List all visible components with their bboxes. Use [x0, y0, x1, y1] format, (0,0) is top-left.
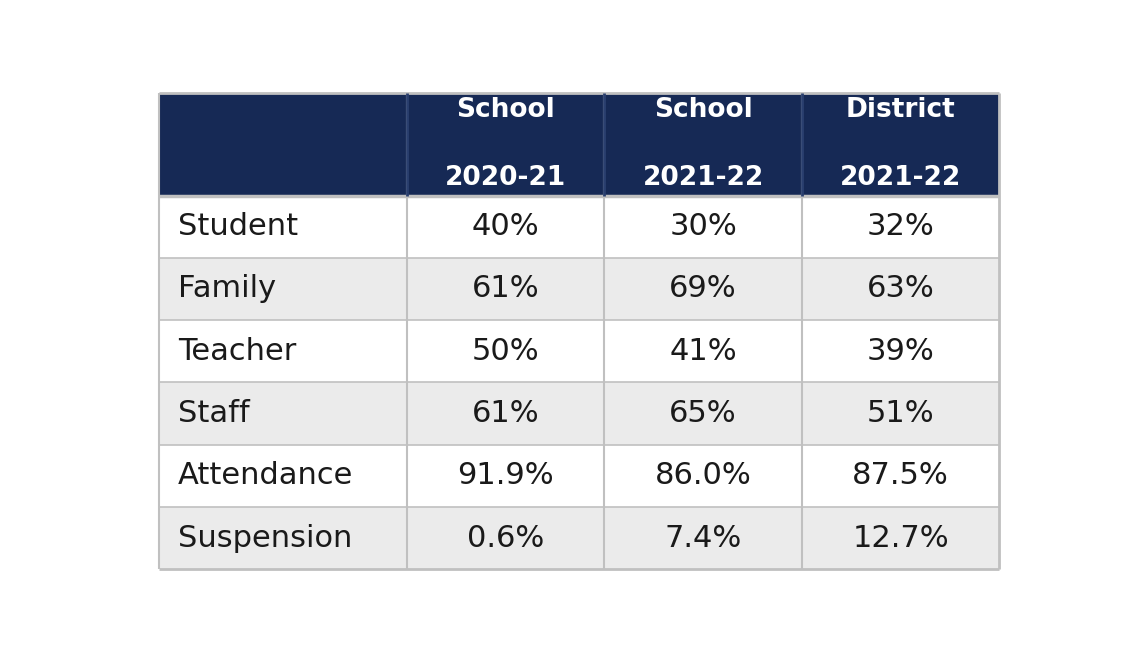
Text: Student: Student [179, 212, 298, 241]
Text: 12.7%: 12.7% [852, 523, 949, 553]
Text: 30%: 30% [669, 212, 737, 241]
Text: 91.9%: 91.9% [458, 462, 554, 490]
Text: 51%: 51% [867, 399, 935, 428]
Text: Suspension: Suspension [179, 523, 353, 553]
Text: 61%: 61% [471, 275, 539, 303]
Text: 69%: 69% [669, 275, 737, 303]
Text: 40%: 40% [471, 212, 539, 241]
Text: Attendance: Attendance [179, 462, 354, 490]
Text: 87.5%: 87.5% [852, 462, 949, 490]
Text: District

2021-22: District 2021-22 [840, 98, 962, 191]
Text: 7.4%: 7.4% [664, 523, 741, 553]
Text: 32%: 32% [867, 212, 935, 241]
Text: 86.0%: 86.0% [654, 462, 751, 490]
Text: 50%: 50% [471, 337, 539, 366]
Text: 41%: 41% [669, 337, 737, 366]
Text: 65%: 65% [669, 399, 737, 428]
Text: 63%: 63% [867, 275, 935, 303]
Text: 61%: 61% [471, 399, 539, 428]
Text: School

2021-22: School 2021-22 [643, 98, 764, 191]
Text: Staff: Staff [179, 399, 250, 428]
Text: Teacher: Teacher [179, 337, 296, 366]
Text: Family: Family [179, 275, 276, 303]
Text: School

2020-21: School 2020-21 [445, 98, 566, 191]
Text: 0.6%: 0.6% [467, 523, 545, 553]
Text: 39%: 39% [867, 337, 935, 366]
